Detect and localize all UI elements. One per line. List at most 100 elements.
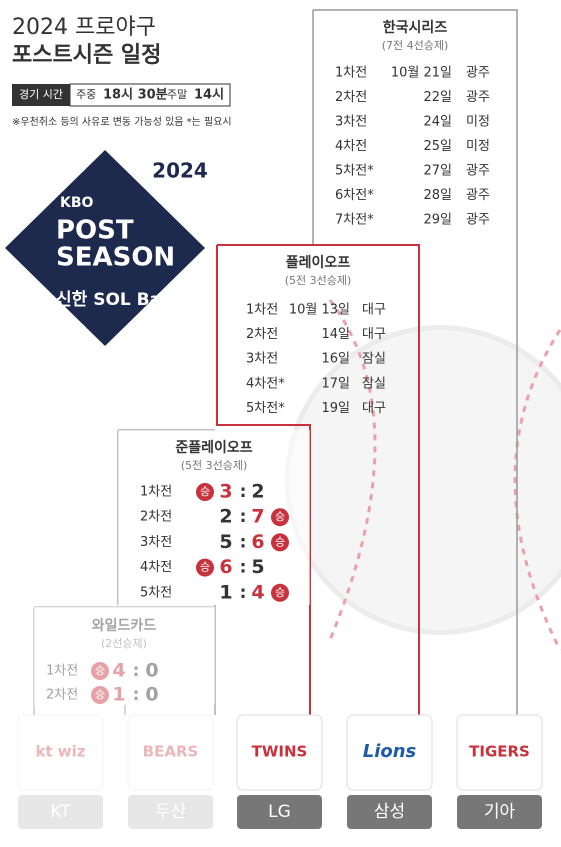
team: kt wiz KT	[17, 714, 104, 829]
win-label: 승	[200, 561, 210, 574]
team-name: 삼성	[374, 802, 405, 822]
game-number: 1차전	[46, 664, 78, 679]
win-badge	[91, 686, 109, 704]
game-number: 4차전	[140, 560, 172, 575]
team-logo-text: kt wiz	[35, 743, 85, 761]
game-number: 5차전*	[335, 164, 374, 179]
score-separator: :	[240, 482, 247, 502]
game-number: 3차전	[335, 115, 367, 130]
team-name-box	[347, 795, 432, 829]
team-name: 두산	[155, 802, 187, 822]
game-venue: 미정	[466, 115, 490, 130]
score: 2	[219, 506, 232, 528]
team-name: KT	[50, 802, 71, 822]
win-label: 승	[200, 485, 210, 498]
score: 4	[251, 581, 264, 603]
team: TIGERS 기아	[456, 714, 543, 829]
team-name-box	[18, 795, 103, 829]
team-logo-text: Lions	[363, 741, 417, 762]
score: 2	[251, 481, 264, 503]
win-label: 승	[275, 535, 285, 548]
team-logo-card	[127, 714, 214, 791]
game-date: 25일	[423, 139, 452, 154]
game-number: 2차전	[46, 688, 78, 703]
score: 6	[251, 531, 264, 553]
game-number: 2차전	[246, 327, 278, 342]
score: 4	[112, 660, 125, 682]
win-badge	[271, 583, 289, 602]
score: 0	[145, 684, 158, 706]
team-name-box	[128, 795, 213, 829]
logo-sponsor: 신한 SOL Bank	[56, 290, 185, 310]
score-separator: :	[240, 558, 247, 578]
score: 7	[251, 506, 264, 528]
game-venue: 대구	[362, 401, 386, 416]
team-name: 기아	[484, 802, 516, 822]
game-date: 29일	[423, 213, 452, 228]
results: 1차전 3승 2:2차전 2 7 승:3차전 5 6 승:4차전 6승 5:5차전 1 4 승:	[140, 481, 289, 603]
win-badge	[271, 533, 289, 552]
team-logo-card	[456, 714, 543, 791]
game-venue: 대구	[362, 327, 386, 342]
win-badge	[196, 558, 214, 577]
score-separator: :	[240, 532, 247, 552]
game-venue: 미정	[466, 139, 490, 154]
game-date: 10월 13일	[289, 303, 350, 318]
series-title: 와일드카드	[92, 617, 157, 634]
game-venue: 잠실	[362, 376, 386, 391]
game-number: 3차전	[246, 352, 278, 367]
score: 1	[112, 684, 125, 706]
win-label: 승	[95, 688, 105, 701]
win-label: 승	[95, 664, 105, 677]
series-format: (2선승제)	[101, 637, 147, 650]
game-number: 2차전	[335, 90, 367, 105]
game-venue: 대구	[362, 303, 386, 318]
win-badge	[196, 483, 214, 501]
logo-kbo: KBO	[60, 195, 94, 211]
game-venue: 광주	[466, 66, 490, 81]
team-logo-card	[346, 714, 433, 791]
team-name-box	[237, 795, 322, 829]
score-separator: :	[133, 661, 140, 681]
game-number: 1차전	[140, 485, 172, 500]
game-date: 14일	[321, 327, 350, 342]
logo-line: POST	[56, 216, 134, 246]
note: ※우천취소 등의 사유로 변동 가능성 있음 *는 필요시	[12, 116, 232, 128]
game-number: 1차전	[335, 66, 367, 81]
game-venue: 잠실	[362, 352, 386, 367]
team: Lions 삼성	[346, 714, 433, 829]
score-separator: :	[240, 583, 247, 603]
game-number: 1차전	[246, 303, 278, 318]
title: 2024 프로야구	[12, 15, 156, 40]
series-title: 준플레이오프	[175, 439, 252, 456]
series-format: (5전 3선승제)	[181, 459, 248, 472]
game-date: 19일	[321, 401, 350, 416]
series-format: (5전 3선승제)	[285, 274, 352, 287]
game-venue: 광주	[466, 213, 490, 228]
logo-year: 2024	[152, 159, 208, 183]
score: 0	[145, 660, 158, 682]
win-badge	[271, 508, 289, 527]
baseball	[285, 299, 561, 651]
team-logo-text: TIGERS	[469, 743, 530, 761]
game-number: 6차전*	[335, 188, 374, 203]
game-number: 2차전	[140, 510, 172, 525]
weekend-time: 14시	[194, 88, 224, 103]
game-venue: 광주	[466, 164, 490, 179]
title: 포스트시즌 일정	[12, 43, 161, 68]
score-separator: :	[240, 507, 247, 527]
game-number: 5차전	[140, 585, 172, 600]
game-date: 10월 21일	[391, 66, 452, 81]
game-number: 3차전	[140, 535, 172, 550]
game-date: 22일	[423, 90, 452, 105]
team-logo-card	[17, 714, 104, 791]
game-number: 4차전	[335, 139, 367, 154]
post-season-logo: 2024 KBO POST SEASON 신한 SOL Bank	[5, 150, 208, 346]
team-logo-text: BEARS	[143, 743, 199, 761]
team-logo-text: TWINS	[252, 743, 308, 761]
game-venue: 광주	[466, 188, 490, 203]
score: 6	[219, 556, 232, 578]
win-label: 승	[275, 586, 285, 599]
team-name-box	[457, 795, 542, 829]
